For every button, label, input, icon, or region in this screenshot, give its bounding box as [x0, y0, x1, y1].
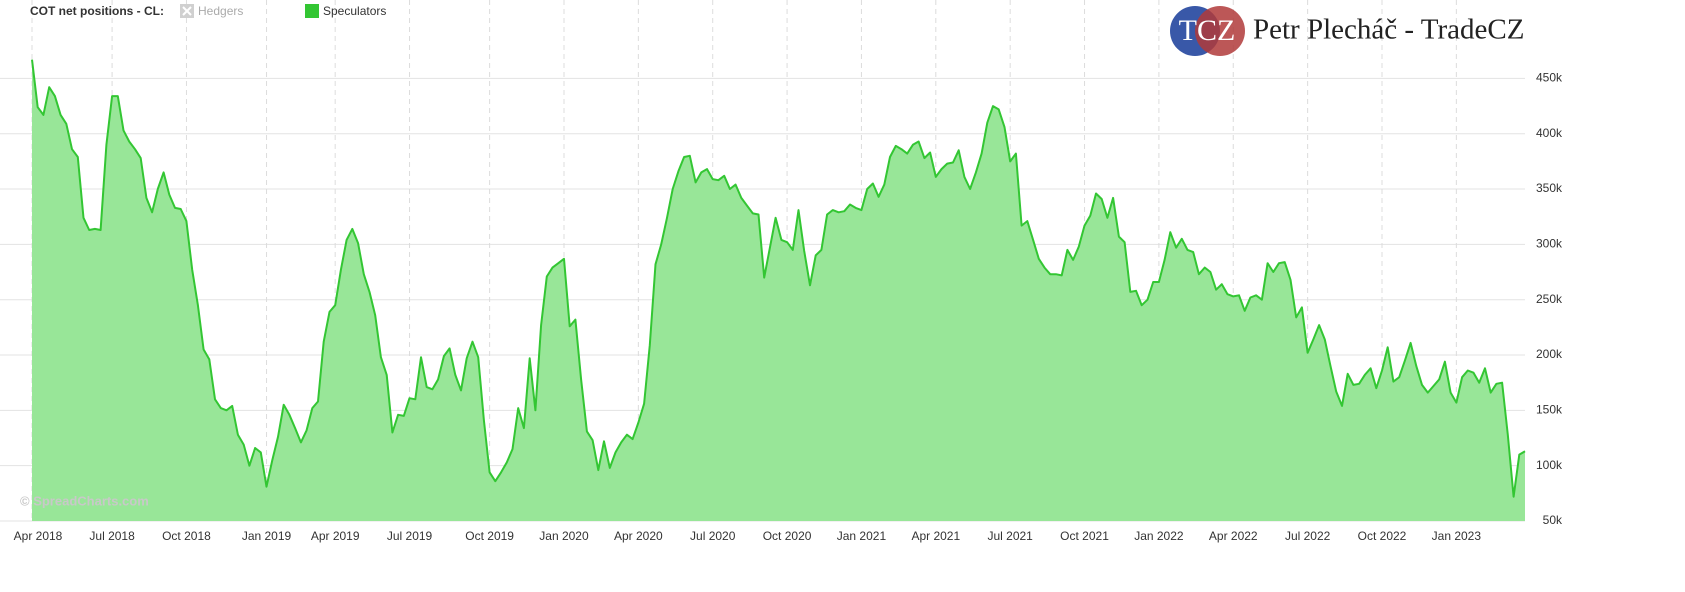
- y-tick-label: 100k: [1536, 458, 1563, 472]
- x-tick-label: Apr 2021: [911, 529, 960, 543]
- y-tick-label: 300k: [1536, 237, 1563, 251]
- watermark: © SpreadCharts.com: [20, 493, 149, 508]
- legend-label: Hedgers: [198, 4, 243, 18]
- logo-text: TCZ: [1179, 14, 1236, 47]
- legend-swatch: [305, 4, 319, 18]
- y-tick-label: 350k: [1536, 181, 1563, 195]
- x-tick-label: Jul 2022: [1285, 529, 1331, 543]
- x-tick-label: Jan 2020: [539, 529, 589, 543]
- y-tick-label: 200k: [1536, 347, 1563, 361]
- x-tick-label: Jan 2021: [837, 529, 887, 543]
- brand-name: Petr Plecháč - TradeCZ: [1253, 14, 1524, 46]
- x-tick-label: Jan 2022: [1134, 529, 1184, 543]
- x-tick-label: Jul 2019: [387, 529, 433, 543]
- y-tick-label: 400k: [1536, 126, 1563, 140]
- x-tick-label: Oct 2018: [162, 529, 211, 543]
- x-tick-label: Apr 2018: [14, 529, 63, 543]
- x-tick-label: Oct 2022: [1358, 529, 1407, 543]
- x-tick-label: Jan 2019: [242, 529, 292, 543]
- x-tick-label: Jan 2023: [1432, 529, 1482, 543]
- area-line: [31, 59, 1526, 498]
- x-tick-label: Apr 2022: [1209, 529, 1258, 543]
- plot: [31, 59, 1526, 521]
- chart-title: COT net positions - CL:: [30, 4, 164, 18]
- y-tick-label: 450k: [1536, 71, 1563, 85]
- legend-item[interactable]: Speculators: [305, 4, 386, 18]
- legend-label: Speculators: [323, 4, 386, 18]
- x-tick-label: Oct 2020: [763, 529, 812, 543]
- logo: TCZ: [1170, 6, 1245, 56]
- x-tick-label: Apr 2019: [311, 529, 360, 543]
- area-fill: [32, 59, 1525, 521]
- axes: 50k 100k 150k 200k 250k 300k 350k 400k 450k Apr 2…: [14, 71, 1563, 544]
- x-tick-label: Oct 2019: [465, 529, 514, 543]
- logo-circle-red: [1195, 6, 1245, 56]
- legend-cross: [182, 6, 192, 16]
- x-tick-label: Jul 2020: [690, 529, 736, 543]
- x-tick-label: Jul 2018: [89, 529, 135, 543]
- legend: Hedgers Speculators: [180, 4, 386, 18]
- y-tick-label: 50k: [1543, 513, 1563, 527]
- x-tick-label: Oct 2021: [1060, 529, 1109, 543]
- y-tick-label: 250k: [1536, 292, 1563, 306]
- x-tick-label: Apr 2020: [614, 529, 663, 543]
- y-tick-label: 150k: [1536, 403, 1563, 417]
- x-tick-label: Jul 2021: [987, 529, 1033, 543]
- legend-item[interactable]: Hedgers: [180, 4, 243, 18]
